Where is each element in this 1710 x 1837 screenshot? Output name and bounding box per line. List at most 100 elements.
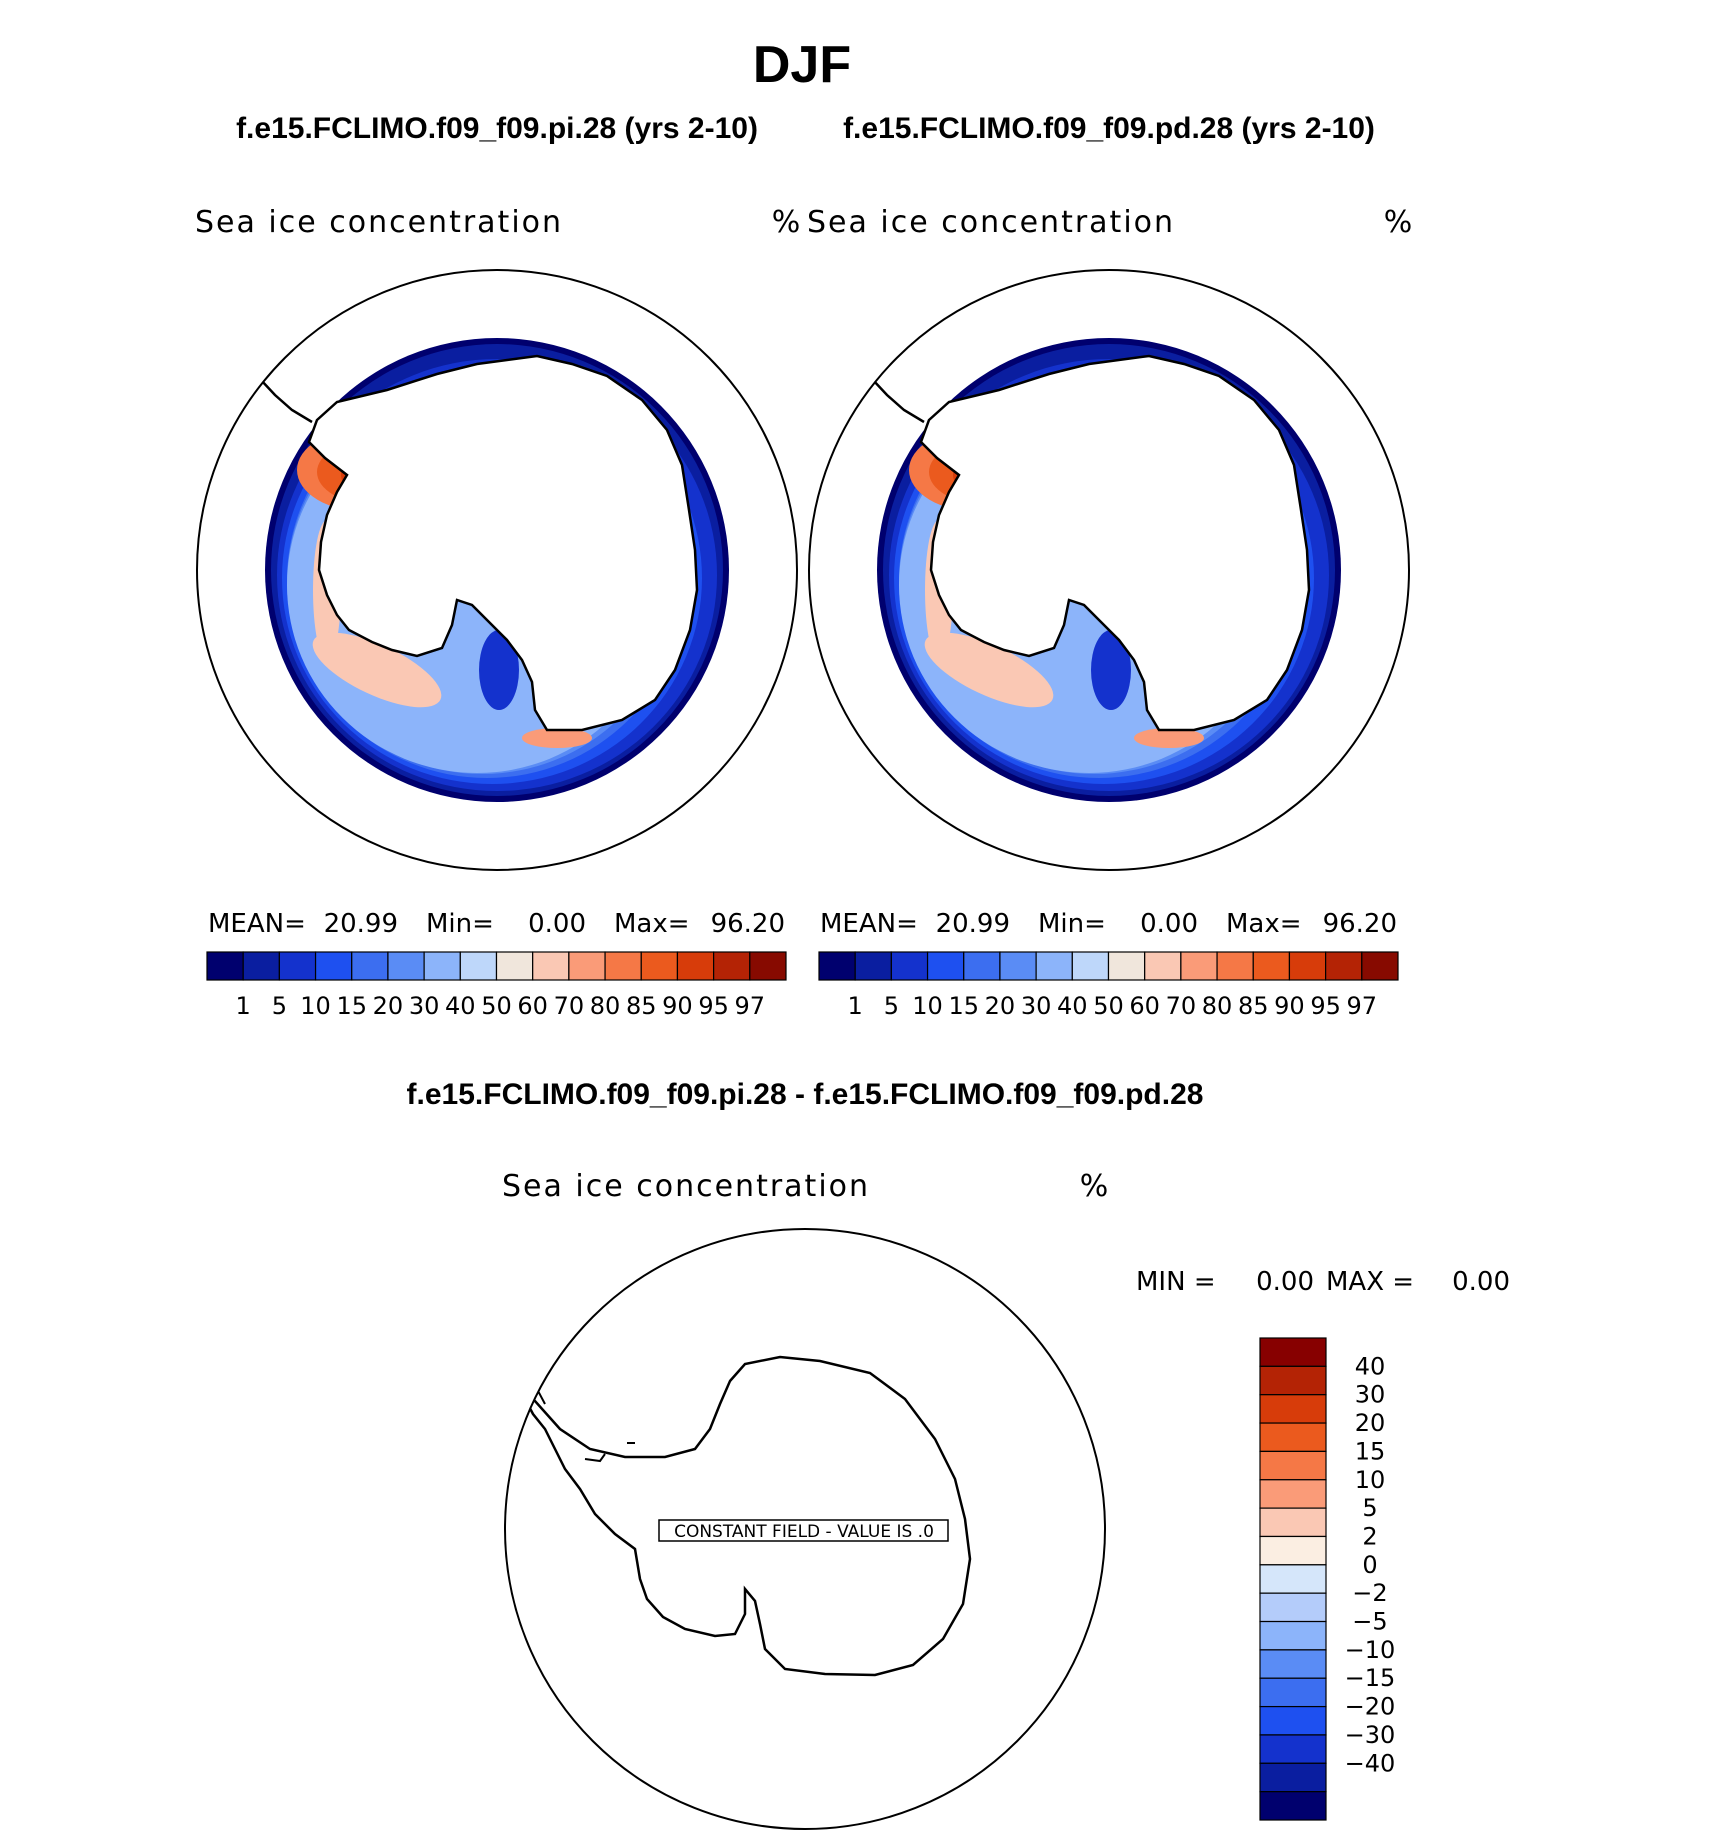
right-colorbar-tick-label: 1 xyxy=(848,992,863,1020)
left-colorbar-tick-label: 1 xyxy=(236,992,251,1020)
panel-left-max-value: 96.20 xyxy=(711,909,785,939)
diff-colorbar-swatch xyxy=(1259,1620,1327,1651)
left-colorbar-swatch xyxy=(242,951,280,981)
left-colorbar-tick-label: 50 xyxy=(481,992,512,1020)
left-colorbar-swatch xyxy=(387,951,425,981)
constant-field-box xyxy=(658,1519,949,1542)
panel-right-subtitle: Sea ice concentration xyxy=(807,205,1175,240)
right-colorbar-swatch xyxy=(1035,951,1073,981)
right-colorbar-swatch xyxy=(890,951,929,981)
right-colorbar-swatch xyxy=(1071,951,1110,981)
panel-right-mean-value: 20.99 xyxy=(936,909,1010,939)
panel-left-min-value: 0.00 xyxy=(528,909,586,939)
right-colorbar-tick-label: 70 xyxy=(1166,992,1197,1020)
panel-diff-max-label: MAX = xyxy=(1326,1267,1414,1297)
diff-colorbar-tick-label: 5 xyxy=(1362,1494,1377,1522)
diff-colorbar-swatch xyxy=(1259,1762,1327,1793)
panel-diff-label: f.e15.FCLIMO.f09_f09.pi.28 - f.e15.FCLIM… xyxy=(407,1078,1204,1111)
left-colorbar-tick-label: 10 xyxy=(300,992,331,1020)
diff-colorbar-swatch xyxy=(1259,1337,1327,1367)
left-colorbar-swatch xyxy=(713,951,751,981)
right-colorbar-swatch xyxy=(1325,951,1363,981)
diff-colorbar-tick-label: 40 xyxy=(1355,1352,1386,1380)
panel-left-map-frame xyxy=(196,269,798,871)
panel-left-mean-value: 20.99 xyxy=(324,909,398,939)
diff-colorbar-tick-label: 10 xyxy=(1355,1466,1386,1494)
diff-colorbar-tick-label: −10 xyxy=(1345,1636,1396,1664)
right-colorbar-swatch xyxy=(963,951,1001,981)
left-colorbar-swatch xyxy=(314,951,353,981)
diff-colorbar-tick-label: 20 xyxy=(1355,1409,1386,1437)
right-colorbar-swatch xyxy=(999,951,1037,981)
panel-left-subtitle: Sea ice concentration xyxy=(195,205,563,240)
right-colorbar-swatch xyxy=(926,951,965,981)
diff-colorbar-tick-label: 15 xyxy=(1355,1437,1386,1465)
right-colorbar-tick-label: 30 xyxy=(1021,992,1052,1020)
left-colorbar-tick-label: 85 xyxy=(626,992,657,1020)
right-colorbar-tick-label: 80 xyxy=(1202,992,1233,1020)
right-colorbar-tick-label: 60 xyxy=(1129,992,1160,1020)
panel-left-max-label: Max= xyxy=(614,909,690,939)
panel-right-min-label: Min= xyxy=(1038,909,1106,939)
panel-right-units: % xyxy=(1384,205,1413,240)
panel-right-min-value: 0.00 xyxy=(1140,909,1198,939)
diff-colorbar-swatch xyxy=(1259,1394,1327,1424)
left-colorbar-swatch xyxy=(459,951,498,981)
left-colorbar-tick-label: 15 xyxy=(336,992,367,1020)
left-colorbar-swatch xyxy=(278,951,317,981)
diff-colorbar-tick-label: 0 xyxy=(1362,1551,1377,1579)
left-colorbar-swatch xyxy=(206,951,244,981)
diff-colorbar-tick-label: −20 xyxy=(1345,1693,1396,1721)
right-colorbar-swatch xyxy=(1107,951,1146,981)
diff-colorbar-swatch xyxy=(1259,1479,1327,1509)
diff-colorbar-swatch xyxy=(1259,1791,1327,1821)
right-colorbar-tick-label: 85 xyxy=(1238,992,1269,1020)
panel-diff: f.e15.FCLIMO.f09_f09.pi.28 - f.e15.FCLIM… xyxy=(407,1078,1510,1830)
diff-colorbar-swatch xyxy=(1259,1677,1327,1708)
figure-title: DJF xyxy=(753,36,851,94)
left-colorbar-swatch xyxy=(568,951,606,981)
panel-left: Sea ice concentration % xyxy=(195,205,800,1020)
left-colorbar-tick-label: 60 xyxy=(517,992,548,1020)
left-colorbar-swatch xyxy=(640,951,679,981)
left-colorbar-swatch xyxy=(495,951,534,981)
panel-diff-units: % xyxy=(1080,1169,1109,1204)
diff-colorbar-tick-label: −40 xyxy=(1345,1749,1396,1777)
panel-right-map-frame xyxy=(808,269,1410,871)
right-colorbar-tick-label: 90 xyxy=(1274,992,1305,1020)
diff-colorbar-swatch xyxy=(1259,1507,1327,1538)
right-colorbar-swatch xyxy=(1361,951,1399,981)
right-colorbar-swatch xyxy=(1216,951,1254,981)
left-colorbar-tick-label: 90 xyxy=(662,992,693,1020)
left-colorbar-swatch xyxy=(749,951,787,981)
diff-colorbar-swatch xyxy=(1259,1450,1327,1481)
panel-label-right: f.e15.FCLIMO.f09_f09.pd.28 (yrs 2-10) xyxy=(843,112,1375,145)
right-colorbar-swatch xyxy=(1288,951,1327,981)
right-colorbar-tick-label: 40 xyxy=(1057,992,1088,1020)
right-colorbar-tick-label: 5 xyxy=(884,992,899,1020)
left-colorbar-swatch xyxy=(532,951,570,981)
panel-left-mean-label: MEAN= xyxy=(208,909,306,939)
panel-right-mean-label: MEAN= xyxy=(820,909,918,939)
diff-colorbar-tick-label: −15 xyxy=(1345,1664,1396,1692)
right-colorbar-swatch xyxy=(1180,951,1218,981)
right-colorbar-tick-label: 50 xyxy=(1093,992,1124,1020)
panel-diff-coastline xyxy=(522,1355,972,1677)
diff-colorbar-swatch xyxy=(1259,1649,1327,1679)
panel-diff-subtitle: Sea ice concentration xyxy=(502,1169,870,1204)
left-colorbar-tick-label: 80 xyxy=(590,992,621,1020)
panel-label-left: f.e15.FCLIMO.f09_f09.pi.28 (yrs 2-10) xyxy=(236,112,758,145)
panel-diff-map-frame xyxy=(504,1228,1106,1830)
left-colorbar-tick-label: 20 xyxy=(373,992,404,1020)
left-colorbar-tick-label: 97 xyxy=(735,992,766,1020)
panel-right-colorbar: 1 5 10 15 20 30 40 50 60 70 80 85 90 95 97 xyxy=(818,951,1399,1020)
panel-right-map xyxy=(809,270,1409,870)
diff-colorbar-tick-label: 2 xyxy=(1362,1522,1377,1550)
right-colorbar-swatch xyxy=(854,951,892,981)
constant-field-note: CONSTANT FIELD - VALUE IS .0 xyxy=(674,1522,934,1542)
diff-colorbar-swatch xyxy=(1259,1564,1327,1594)
left-colorbar-tick-label: 5 xyxy=(272,992,287,1020)
right-colorbar-tick-label: 10 xyxy=(912,992,943,1020)
